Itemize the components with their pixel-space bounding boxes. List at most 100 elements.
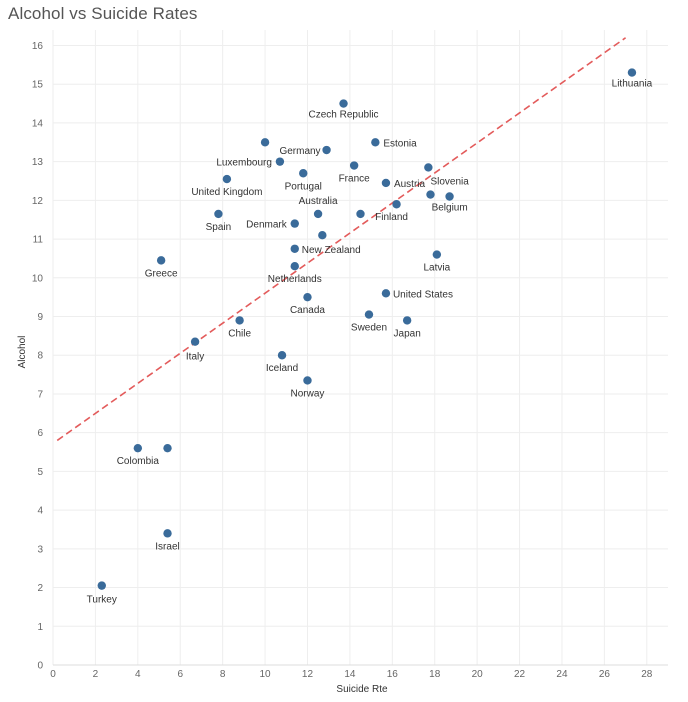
data-point <box>627 68 637 77</box>
data-label: Chile <box>228 328 251 339</box>
y-axis-title: Alcohol <box>17 336 28 369</box>
trend-line-group <box>56 37 627 442</box>
data-point <box>303 292 312 302</box>
data-point <box>290 261 299 271</box>
data-label: Norway <box>291 388 325 399</box>
data-point <box>290 244 299 253</box>
x-tick-label: 8 <box>220 669 226 680</box>
y-tick-label: 7 <box>37 389 43 400</box>
data-label: Netherlands <box>268 274 322 285</box>
data-label: Australia <box>299 196 338 207</box>
data-point <box>260 138 270 147</box>
data-point <box>133 443 143 453</box>
data-label: Lithuania <box>612 79 653 90</box>
x-tick-label: 6 <box>177 669 183 680</box>
data-point <box>322 145 331 155</box>
x-tick-label: 20 <box>472 669 484 680</box>
data-label: Iceland <box>266 363 298 374</box>
x-tick-label: 4 <box>135 669 141 680</box>
data-point <box>402 316 412 325</box>
data-label: Japan <box>394 328 421 339</box>
data-label: Canada <box>290 305 325 316</box>
data-point <box>163 443 172 453</box>
data-point <box>222 174 232 184</box>
data-point <box>356 209 365 219</box>
data-point <box>214 209 223 219</box>
data-point <box>339 99 348 108</box>
x-axis-ticks: 0 2 4 6 8 10 12 14 16 18 20 22 24 26 28 <box>50 669 653 680</box>
data-point <box>364 310 374 319</box>
x-tick-label: 14 <box>344 669 356 680</box>
data-label: France <box>339 174 371 185</box>
data-point <box>97 581 106 590</box>
y-tick-label: 4 <box>37 506 43 517</box>
data-label: Luxembourg <box>216 158 272 169</box>
data-label: Finland <box>375 212 408 223</box>
y-tick-label: 2 <box>37 583 43 594</box>
gridlines <box>52 30 668 666</box>
data-point <box>432 250 442 259</box>
data-point <box>277 351 287 360</box>
point-labels: Lithuania Czech Republic Estonia Germany Lux… <box>87 79 653 606</box>
y-tick-label: 11 <box>33 235 44 246</box>
data-point <box>303 376 312 385</box>
x-tick-label: 26 <box>599 669 611 680</box>
chart-title: Alcohol vs Suicide Rates <box>8 4 198 23</box>
data-label: Belgium <box>432 202 468 213</box>
y-tick-label: 13 <box>32 157 44 168</box>
x-tick-label: 24 <box>556 669 568 680</box>
data-label: Slovenia <box>430 177 469 188</box>
y-tick-label: 14 <box>32 118 44 129</box>
data-point <box>392 200 401 209</box>
data-point <box>424 163 433 172</box>
data-point <box>371 138 380 147</box>
data-point <box>445 192 454 201</box>
data-label: United Kingdom <box>191 187 262 198</box>
y-tick-label: 9 <box>37 312 43 323</box>
y-tick-label: 10 <box>32 273 44 284</box>
data-label: Denmark <box>246 220 288 231</box>
data-point <box>381 178 391 188</box>
data-point <box>290 219 299 228</box>
data-label: Spain <box>206 222 232 233</box>
data-label: New Zealand <box>302 245 361 256</box>
data-point <box>426 190 435 199</box>
data-label: Israel <box>155 541 179 552</box>
data-label: Italy <box>186 352 204 363</box>
data-label: Sweden <box>351 323 387 334</box>
data-point <box>235 316 244 325</box>
y-tick-label: 1 <box>37 622 43 633</box>
y-tick-label: 16 <box>32 41 44 52</box>
y-tick-label: 0 <box>37 661 43 672</box>
data-point <box>318 231 327 240</box>
data-label: Austria <box>394 179 426 190</box>
x-tick-label: 12 <box>302 669 314 680</box>
x-tick-label: 16 <box>387 669 399 680</box>
data-point <box>163 529 172 538</box>
x-tick-label: 18 <box>429 669 441 680</box>
data-label: Czech Republic <box>309 110 379 121</box>
trend-line <box>56 37 627 442</box>
y-tick-label: 3 <box>37 544 43 555</box>
x-tick-label: 10 <box>260 669 272 680</box>
data-point <box>381 289 391 298</box>
data-points <box>97 68 637 590</box>
data-point <box>275 157 285 166</box>
y-tick-label: 8 <box>37 351 43 362</box>
x-axis-title: Suicide Rte <box>336 684 388 695</box>
x-tick-label: 28 <box>641 669 653 680</box>
data-point <box>313 209 323 219</box>
data-label: Germany <box>279 146 320 157</box>
y-tick-label: 6 <box>37 428 43 439</box>
data-label: Latvia <box>424 263 451 274</box>
data-point <box>299 169 308 178</box>
data-label: United States <box>393 289 453 300</box>
data-point <box>349 161 359 170</box>
data-point <box>156 256 166 265</box>
y-tick-label: 15 <box>32 80 44 91</box>
x-tick-label: 0 <box>50 669 56 680</box>
y-tick-label: 12 <box>32 196 44 207</box>
data-point <box>190 337 200 346</box>
